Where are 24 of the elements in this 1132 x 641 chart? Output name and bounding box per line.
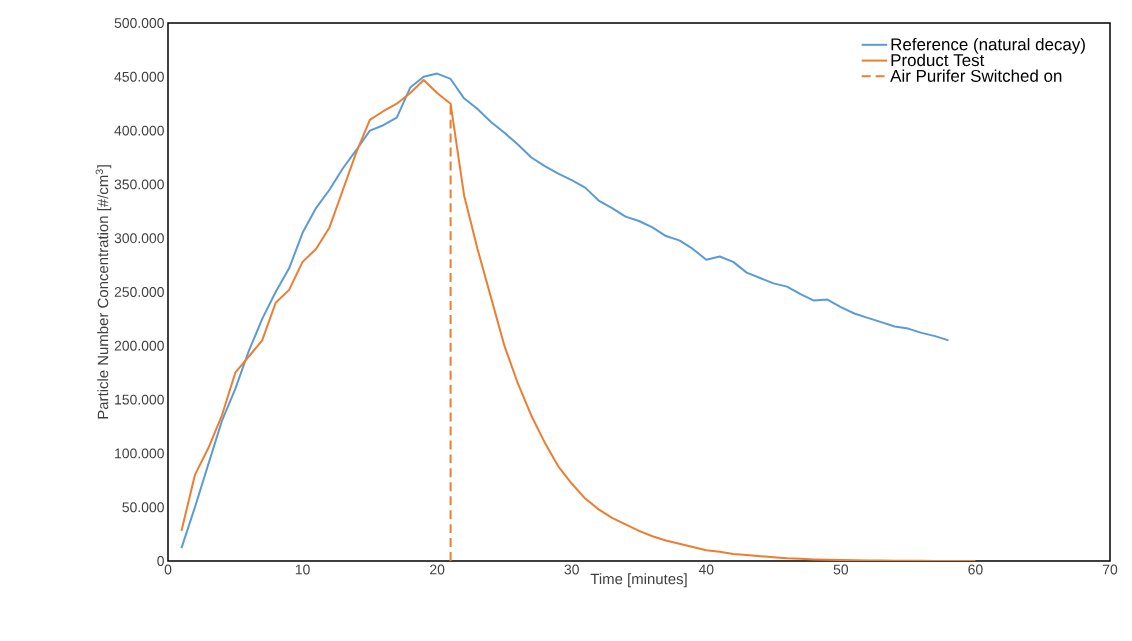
y-tick-label: 200.000 [114,340,164,351]
y-tick-label: 250.000 [114,287,164,297]
x-tick-label: 30 [564,564,579,575]
x-tick-label: 50 [833,564,849,575]
x-tick-label: 40 [698,564,714,575]
y-tick-label: 50.000 [122,502,164,513]
y-tick-label: 150.000 [115,394,164,405]
y-tick-label: 100.000 [115,448,164,459]
y-tick-label: 350.000 [114,179,164,190]
y-axis-title: Particle Number Concentration [#/cm$^{3}$] [95,165,112,419]
legend-label: Product Test [891,53,985,67]
legend-label: Reference (natural decay) [891,37,1085,54]
x-tick-label: 20 [430,564,445,575]
y-tick-label: 500.000 [114,18,164,28]
y-tick-label: 400.000 [114,125,164,136]
x-tick-label: 10 [295,564,310,575]
x-tick-label: 70 [1102,564,1118,575]
y-tick-label: 450.000 [114,71,164,82]
legend-label: Air Purifer Switched on [890,69,1062,82]
x-tick-label: 0 [164,564,172,575]
y-tick-label: 0 [157,556,164,566]
x-tick-label: 60 [968,564,983,575]
y-tick-label: 300.000 [114,233,164,244]
x-axis-title: Time [minutes] [590,573,687,588]
